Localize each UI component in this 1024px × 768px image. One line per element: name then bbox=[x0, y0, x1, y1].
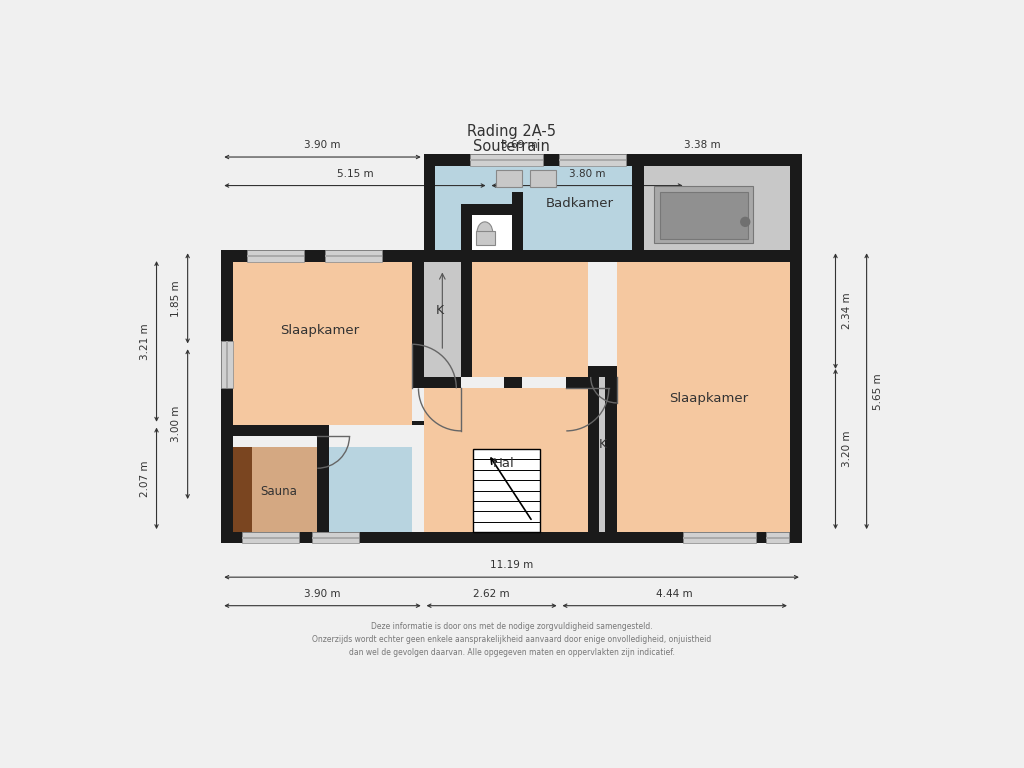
Bar bbox=[504, 377, 522, 389]
Bar bbox=[566, 377, 599, 389]
Bar bbox=[497, 170, 522, 187]
Text: 3.20 m: 3.20 m bbox=[843, 431, 852, 467]
Text: 2.34 m: 2.34 m bbox=[843, 293, 852, 329]
Bar bbox=[232, 448, 317, 532]
Bar bbox=[312, 532, 358, 544]
Text: 3.80 m: 3.80 m bbox=[568, 169, 605, 179]
Bar bbox=[475, 230, 496, 245]
Bar bbox=[221, 250, 232, 544]
Bar bbox=[248, 255, 304, 257]
Bar bbox=[232, 425, 317, 436]
Text: 3.69 m: 3.69 m bbox=[501, 141, 538, 151]
Bar bbox=[325, 250, 382, 262]
Bar bbox=[473, 449, 541, 532]
Bar bbox=[654, 186, 753, 243]
Text: 3.90 m: 3.90 m bbox=[304, 141, 341, 151]
Bar bbox=[242, 532, 299, 544]
Circle shape bbox=[740, 217, 751, 227]
Text: 1.85 m: 1.85 m bbox=[171, 280, 181, 316]
Bar bbox=[588, 366, 616, 377]
Bar bbox=[461, 262, 472, 377]
Bar bbox=[766, 532, 790, 544]
Bar bbox=[766, 537, 790, 539]
Bar bbox=[632, 154, 643, 262]
Bar bbox=[424, 389, 588, 532]
Bar bbox=[424, 262, 461, 377]
Bar bbox=[558, 159, 626, 161]
Bar bbox=[413, 377, 461, 389]
Text: Deze informatie is door ons met de nodige zorgvuldigheid samengesteld.
Onzerzijd: Deze informatie is door ons met de nodig… bbox=[312, 622, 712, 657]
Bar bbox=[605, 377, 616, 544]
Text: Badkamer: Badkamer bbox=[545, 197, 613, 210]
Bar bbox=[512, 192, 523, 262]
Bar bbox=[413, 250, 424, 377]
Text: Sauna: Sauna bbox=[260, 485, 297, 498]
Text: 3.38 m: 3.38 m bbox=[684, 141, 721, 151]
Bar bbox=[221, 341, 232, 388]
Bar bbox=[461, 204, 472, 262]
Bar bbox=[683, 537, 756, 539]
Bar bbox=[312, 537, 358, 539]
Text: 5.15 m: 5.15 m bbox=[337, 169, 373, 179]
Text: Rading 2A-5: Rading 2A-5 bbox=[467, 124, 556, 138]
Text: Slaapkamer: Slaapkamer bbox=[670, 392, 749, 405]
Bar bbox=[461, 262, 588, 377]
Bar bbox=[461, 204, 523, 215]
Bar bbox=[470, 159, 543, 161]
Bar bbox=[558, 154, 626, 166]
Text: 3.21 m: 3.21 m bbox=[140, 323, 150, 359]
Text: Hal: Hal bbox=[494, 456, 515, 469]
Text: 4.44 m: 4.44 m bbox=[656, 589, 693, 599]
Text: 2.07 m: 2.07 m bbox=[140, 460, 150, 497]
Bar bbox=[221, 250, 802, 262]
Text: Slaapkamer: Slaapkamer bbox=[281, 324, 359, 337]
Ellipse shape bbox=[477, 222, 493, 243]
Bar bbox=[232, 448, 253, 532]
Text: 3.90 m: 3.90 m bbox=[304, 589, 341, 599]
Bar bbox=[248, 250, 304, 262]
Bar bbox=[413, 421, 424, 425]
Text: 11.19 m: 11.19 m bbox=[489, 561, 534, 571]
Bar bbox=[659, 192, 748, 239]
Bar bbox=[530, 170, 556, 187]
Bar bbox=[791, 154, 802, 262]
Bar bbox=[424, 154, 435, 262]
Bar bbox=[643, 166, 791, 250]
Text: Souterrain: Souterrain bbox=[473, 139, 550, 154]
Bar bbox=[588, 366, 599, 544]
Bar bbox=[683, 532, 756, 544]
Bar bbox=[470, 154, 543, 166]
Bar bbox=[588, 377, 616, 532]
Bar bbox=[424, 154, 802, 166]
Text: 2.62 m: 2.62 m bbox=[473, 589, 510, 599]
Bar bbox=[791, 250, 802, 544]
Bar bbox=[226, 341, 228, 388]
Bar bbox=[325, 255, 382, 257]
Bar bbox=[232, 262, 413, 425]
Text: 5.65 m: 5.65 m bbox=[873, 373, 884, 409]
Bar bbox=[221, 532, 802, 544]
Bar bbox=[435, 166, 632, 250]
Bar bbox=[317, 425, 329, 544]
Bar bbox=[242, 537, 299, 539]
Bar bbox=[616, 262, 791, 532]
Bar bbox=[472, 215, 512, 250]
Text: 3.00 m: 3.00 m bbox=[171, 406, 181, 442]
Bar bbox=[329, 448, 413, 532]
Text: K: K bbox=[599, 439, 606, 452]
Text: K: K bbox=[436, 303, 444, 316]
